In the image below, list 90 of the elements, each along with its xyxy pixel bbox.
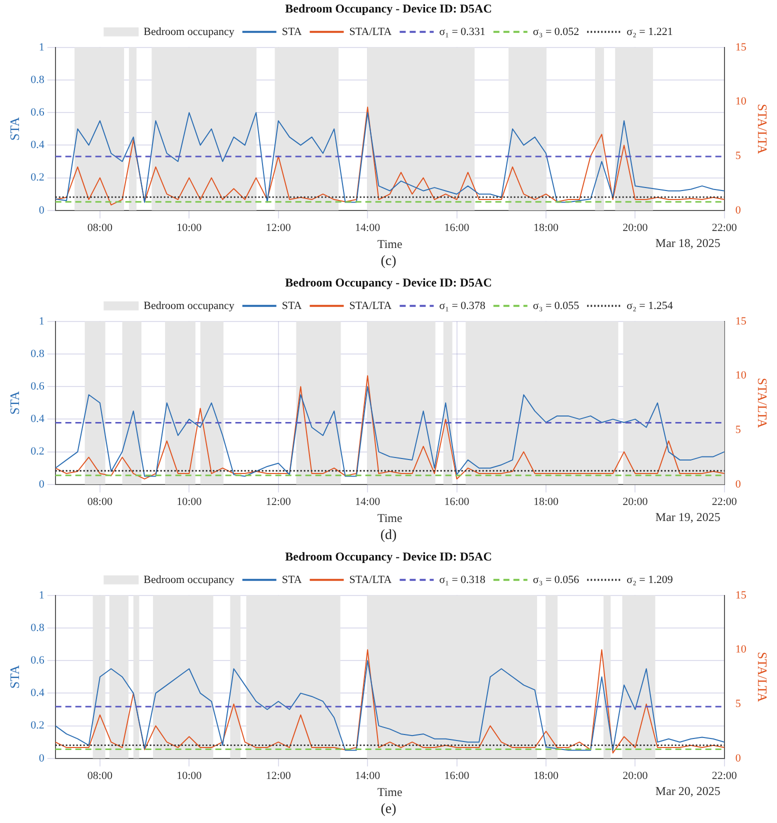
y2-tick-label: 5 [735, 424, 742, 436]
y-tick-label: 0.8 [30, 348, 45, 360]
x-tick-label: 20:00 [622, 222, 648, 234]
y-tick-label: 0.6 [30, 380, 45, 392]
x-tick-label: 08:00 [87, 222, 113, 234]
y2-tick-label: 0 [735, 204, 742, 216]
y-tick-label: 0.6 [30, 106, 45, 118]
x-axis-title: Time [377, 236, 402, 251]
x-tick-label: 18:00 [533, 770, 560, 782]
text: (c) [380, 253, 398, 271]
x-tick-label: 14:00 [355, 222, 381, 234]
y2-axis-title: STA/LTA [754, 104, 770, 155]
legend-label: STA/LTA [349, 300, 392, 312]
y-axis-title: STA [7, 116, 22, 141]
y-tick-label: 0.8 [30, 74, 45, 86]
x-tick-label: 22:00 [712, 222, 738, 234]
y-tick-label: 0.2 [30, 172, 44, 184]
x-tick-label: 22:00 [712, 770, 738, 782]
legend-label: σ₁ = 0.318 [439, 574, 486, 586]
text: (d) [379, 527, 398, 545]
x-tick-label: 20:00 [622, 770, 648, 782]
legend-label: σ₃ = 0.055 [532, 300, 580, 312]
legend-label: STA [282, 26, 302, 38]
y-tick-label: 0.2 [30, 446, 44, 458]
x-tick-label: 14:00 [355, 770, 381, 782]
y2-tick-label: 10 [735, 644, 747, 656]
x-tick-label: 18:00 [533, 496, 560, 508]
y-axis-title: STA [7, 390, 22, 415]
x-axis-title: Time [377, 510, 402, 525]
y2-tick-label: 0 [735, 752, 742, 764]
x-tick-label: 12:00 [266, 222, 292, 234]
x-tick-label: 12:00 [266, 496, 292, 508]
legend-label: Bedroom occupancy [144, 300, 235, 312]
y-tick-label: 0.4 [30, 139, 45, 152]
y2-tick-label: 15 [735, 589, 747, 602]
legend-label: σ₁ = 0.331 [439, 26, 486, 38]
y-tick-label: 0 [38, 204, 45, 216]
y2-tick-label: 5 [735, 150, 742, 162]
y2-tick-label: 10 [735, 96, 747, 108]
y-tick-label: 1 [38, 41, 44, 54]
x-tick-label: 10:00 [176, 222, 202, 234]
text: Mar 20, 2025 [655, 784, 720, 798]
y-tick-label: 0.4 [30, 413, 45, 426]
y2-tick-label: 0 [735, 478, 742, 490]
x-tick-label: 14:00 [355, 496, 381, 508]
x-axis-title: Time [377, 784, 402, 799]
legend-label: σ₂ = 1.209 [626, 574, 674, 586]
legend-label: σ₃ = 0.052 [532, 26, 580, 38]
text: Mar 18, 2025 [655, 236, 720, 250]
x-tick-label: 20:00 [622, 496, 648, 508]
x-tick-label: 22:00 [712, 496, 738, 508]
y2-tick-label: 10 [735, 370, 747, 382]
text: (e) [380, 801, 398, 819]
y-tick-label: 0.6 [30, 654, 45, 666]
legend-label: σ₂ = 1.254 [626, 300, 674, 312]
legend-label: Bedroom occupancy [144, 26, 235, 38]
x-tick-label: 08:00 [87, 770, 113, 782]
y-tick-label: 1 [38, 589, 44, 602]
x-tick-label: 12:00 [266, 770, 292, 782]
legend-label: STA/LTA [349, 574, 392, 586]
legend-label: STA [282, 300, 302, 312]
x-tick-label: 18:00 [533, 222, 560, 234]
y-tick-label: 0 [38, 752, 45, 764]
x-tick-label: 10:00 [176, 770, 202, 782]
y-tick-label: 0.8 [30, 622, 45, 634]
x-tick-label: 16:00 [444, 496, 470, 508]
y2-tick-label: 15 [735, 41, 747, 54]
x-tick-label: 10:00 [176, 496, 202, 508]
chart-title: Bedroom Occupancy - Device ID: D5AC [285, 1, 492, 16]
legend-label: STA [282, 574, 302, 586]
y2-tick-label: 15 [735, 315, 747, 328]
chart-title: Bedroom Occupancy - Device ID: D5AC [285, 275, 492, 290]
x-tick-label: 16:00 [444, 770, 470, 782]
x-tick-label: 16:00 [444, 222, 470, 234]
legend-label: σ₃ = 0.056 [532, 574, 580, 586]
y-tick-label: 0 [38, 478, 45, 490]
y2-axis-title: STA/LTA [754, 378, 770, 429]
y2-tick-label: 5 [735, 698, 742, 710]
legend-label: STA/LTA [349, 26, 392, 38]
y-tick-label: 1 [38, 315, 44, 328]
legend-label: Bedroom occupancy [144, 574, 235, 586]
text: Mar 19, 2025 [655, 510, 720, 524]
y-axis-title: STA [7, 664, 22, 689]
y-tick-label: 0.2 [30, 720, 44, 732]
x-tick-label: 08:00 [87, 496, 113, 508]
legend-label: σ₂ = 1.221 [626, 26, 673, 38]
y2-axis-title: STA/LTA [754, 652, 770, 703]
legend-label: σ₁ = 0.378 [439, 300, 486, 312]
chart-title: Bedroom Occupancy - Device ID: D5AC [285, 549, 492, 564]
y-tick-label: 0.4 [30, 687, 45, 700]
